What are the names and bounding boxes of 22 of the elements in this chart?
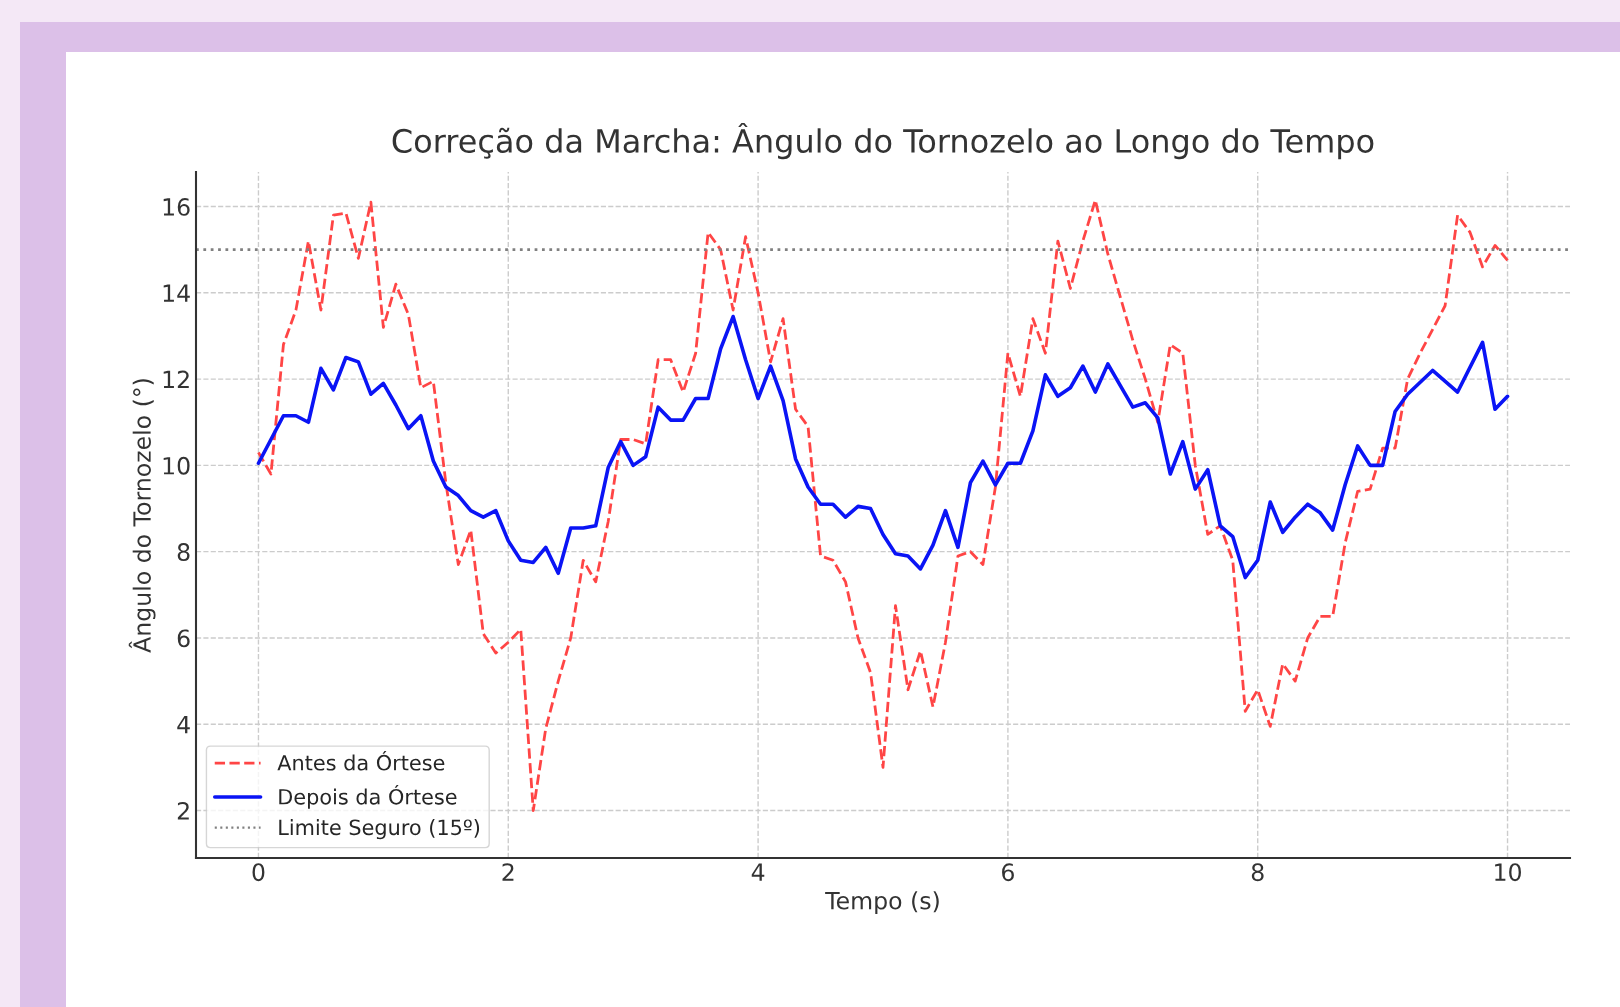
x-tick-label: 8 [1251, 863, 1264, 882]
y-tick-label: 16 [163, 197, 190, 216]
legend-label: Depois da Órtese [279, 785, 457, 809]
y-tick-label: 14 [163, 284, 190, 302]
y-tick-label: 10 [163, 456, 190, 475]
y-tick-label: 8 [177, 543, 190, 561]
y-tick-label: 6 [177, 629, 190, 648]
chart-title: Correção da Marcha: Ângulo do Tornozelo ao Longo do Tempo [392, 122, 1374, 160]
x-tick-label: 4 [751, 863, 765, 881]
y-tick-label: 4 [177, 716, 190, 734]
legend-label: Limite Seguro (15º) [279, 819, 480, 840]
y-tick-label: 12 [163, 370, 189, 389]
x-tick-label: 10 [1495, 863, 1521, 882]
legend-label: Antes da Órtese [277, 751, 445, 771]
y-tick-label: 2 [177, 801, 189, 820]
line-series [257, 198, 1509, 812]
y-axis-title: Ângulo do Tornozelo (°) [128, 379, 156, 653]
line-series [256, 314, 1510, 580]
x-tick-label: 2 [502, 863, 514, 881]
x-tick-label: 6 [1002, 863, 1014, 882]
x-axis-title: Tempo (s) [825, 891, 939, 915]
x-tick-label: 0 [252, 863, 265, 882]
